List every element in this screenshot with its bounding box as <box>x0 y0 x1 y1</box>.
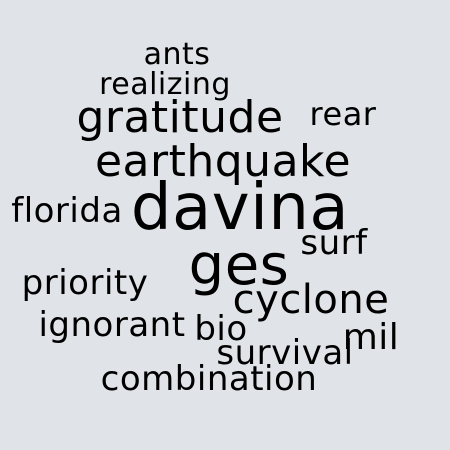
word-combination: combination <box>100 359 318 399</box>
word-ants: ants <box>143 37 211 72</box>
word-bio: bio <box>194 309 248 349</box>
word-davina: davina <box>130 171 350 245</box>
word-ges: ges <box>188 233 290 298</box>
word-rear: rear <box>309 95 377 133</box>
word-survival: survival <box>216 333 354 373</box>
word-realizing: realizing <box>99 67 231 102</box>
word-surf: surf <box>300 223 368 263</box>
word-ignorant: ignorant <box>38 305 186 345</box>
word-gratitude: gratitude <box>76 92 284 143</box>
word-florida: florida <box>11 191 123 231</box>
word-cyclone: cyclone <box>232 277 390 323</box>
word-earthquake: earthquake <box>94 136 352 187</box>
word-priority: priority <box>21 263 149 303</box>
word-mil: mil <box>342 317 400 358</box>
